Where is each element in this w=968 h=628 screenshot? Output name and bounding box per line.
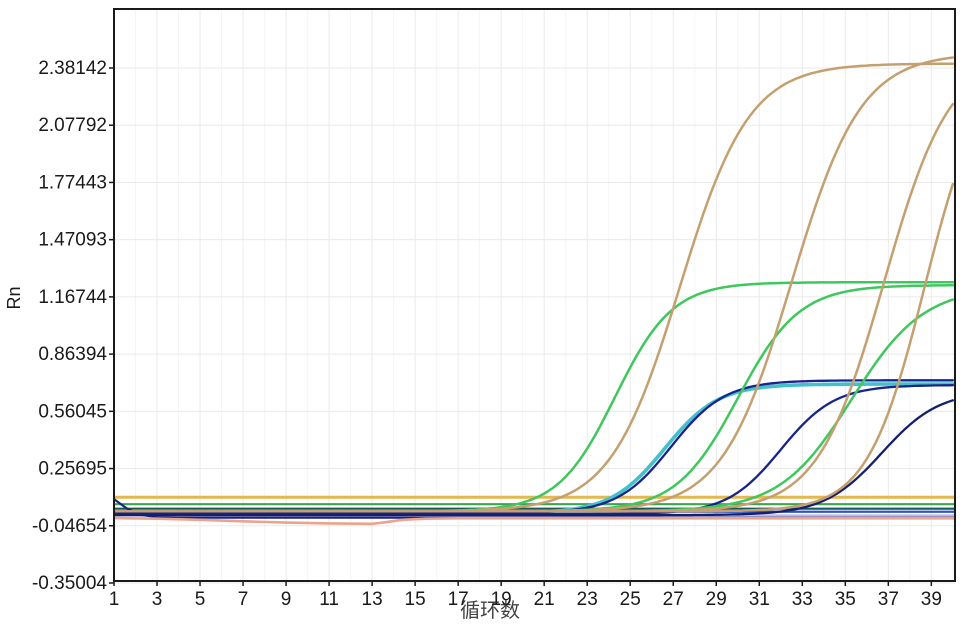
x-tick-label: 9 xyxy=(281,589,292,610)
y-axis: 2.38142 2.07792 1.77443 1.47093 1.16744 0.863… xyxy=(32,58,114,594)
y-axis-title: Rn xyxy=(4,286,24,309)
navy-curve-3 xyxy=(114,399,954,517)
x-tick-label: 3 xyxy=(152,589,163,610)
x-tick-label: 21 xyxy=(534,589,555,610)
x-axis: 1 3 5 7 9 11 13 15 17 19 21 23 25 27 29 31 33 35 37 39 xyxy=(109,581,942,610)
x-tick-label: 23 xyxy=(577,589,598,610)
x-tick-label: 39 xyxy=(921,589,942,610)
x-tick-label: 25 xyxy=(620,589,641,610)
y-tick-label: 0.56045 xyxy=(38,401,107,422)
y-tick-label: 0.25695 xyxy=(38,459,107,480)
tan-curve-3 xyxy=(114,102,955,513)
plot-border xyxy=(113,8,956,582)
y-tick-label: -0.35004 xyxy=(32,573,107,594)
x-tick-label: 7 xyxy=(238,589,249,610)
x-tick-label: 29 xyxy=(706,589,727,610)
y-tick-label: -0.04654 xyxy=(32,516,107,537)
x-tick-label: 19 xyxy=(491,589,512,610)
x-tick-label: 5 xyxy=(195,589,206,610)
y-tick-label: 1.16744 xyxy=(38,287,107,308)
amplification-curves xyxy=(114,56,955,517)
y-tick-label: 2.07792 xyxy=(38,115,107,136)
x-tick-label: 15 xyxy=(405,589,426,610)
y-tick-label: 2.38142 xyxy=(38,58,107,79)
y-tick-label: 1.47093 xyxy=(38,230,107,251)
x-tick-label: 17 xyxy=(448,589,469,610)
navy-curve-1 xyxy=(114,379,954,515)
x-tick-label: 31 xyxy=(749,589,770,610)
navy-curve-2 xyxy=(114,384,954,516)
x-tick-label: 27 xyxy=(663,589,684,610)
x-tick-label: 33 xyxy=(792,589,813,610)
green-curve-1 xyxy=(114,281,955,513)
y-tick-label: 1.77443 xyxy=(38,172,107,193)
x-tick-label: 11 xyxy=(319,589,339,610)
green-curve-2 xyxy=(114,284,955,513)
x-tick-label: 35 xyxy=(835,589,856,610)
y-tick-label: 0.86394 xyxy=(38,344,107,365)
x-tick-label: 13 xyxy=(362,589,383,610)
tan-curve-4 xyxy=(114,182,955,513)
salmon-dip-trace xyxy=(114,516,955,526)
x-tick-label: 1 xyxy=(109,589,120,610)
x-tick-label: 37 xyxy=(878,589,899,610)
x-axis-title: 循环数 xyxy=(460,599,520,622)
